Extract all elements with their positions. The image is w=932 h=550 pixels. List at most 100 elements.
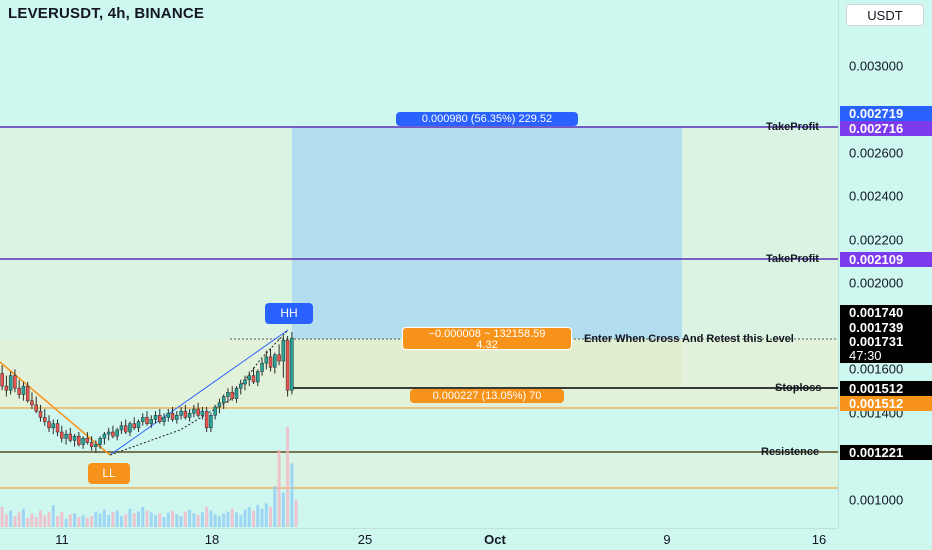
stop-pill[interactable]: 0.000227 (13.05%) 70 bbox=[410, 389, 564, 403]
volume-bar bbox=[226, 511, 230, 527]
candle bbox=[162, 413, 166, 426]
volume-bar bbox=[234, 512, 238, 527]
dotted-path bbox=[109, 329, 289, 456]
candle-body bbox=[17, 387, 21, 395]
candle bbox=[136, 419, 141, 432]
time-axis[interactable] bbox=[0, 528, 838, 550]
volume-bars bbox=[0, 427, 298, 527]
candle-body bbox=[221, 396, 226, 404]
candle-body bbox=[226, 392, 230, 397]
price-tick: 0.002000 bbox=[849, 275, 904, 291]
volume-bar bbox=[98, 513, 102, 527]
candle bbox=[264, 350, 269, 370]
price-tick: 0.003000 bbox=[849, 58, 904, 74]
candle-body bbox=[234, 387, 239, 399]
candle-body bbox=[149, 419, 154, 424]
candle bbox=[256, 369, 260, 387]
candle bbox=[25, 381, 30, 403]
candle-body bbox=[102, 433, 107, 439]
candle bbox=[247, 371, 252, 387]
candle-body bbox=[285, 339, 290, 391]
candle-body bbox=[247, 375, 252, 381]
candle-body bbox=[60, 431, 64, 439]
volume-bar bbox=[136, 511, 140, 527]
candle bbox=[149, 415, 154, 428]
candle bbox=[158, 409, 162, 424]
candle-body bbox=[25, 385, 30, 401]
candle-body bbox=[123, 425, 128, 433]
candle bbox=[183, 404, 188, 420]
candle-body bbox=[34, 404, 38, 412]
candle-body bbox=[30, 400, 34, 406]
takeprofit-mid-badge: 0.002109 bbox=[840, 252, 932, 267]
candle bbox=[42, 409, 47, 426]
candle-body bbox=[0, 373, 4, 387]
time-tick: 11 bbox=[55, 532, 69, 547]
hh-label[interactable]: HH bbox=[265, 303, 313, 324]
candle bbox=[166, 409, 171, 422]
candle bbox=[290, 331, 294, 395]
candle-body bbox=[145, 417, 149, 424]
volume-bar bbox=[81, 515, 85, 527]
candle bbox=[213, 404, 217, 420]
candle-body bbox=[153, 415, 158, 420]
volume-bar bbox=[183, 511, 187, 527]
takeprofit-top-badge: 0.002716 bbox=[840, 121, 932, 136]
volume-bar bbox=[115, 510, 119, 527]
volume-bar bbox=[77, 517, 81, 527]
candle bbox=[175, 411, 179, 424]
target-price-badge: 0.002719 bbox=[840, 106, 932, 121]
price-axis[interactable] bbox=[838, 0, 932, 528]
candle bbox=[187, 409, 192, 422]
candle bbox=[243, 375, 247, 391]
volume-bar bbox=[145, 510, 149, 527]
time-tick: 18 bbox=[204, 532, 220, 547]
volume-bar bbox=[264, 503, 268, 527]
candle-body bbox=[85, 438, 90, 443]
time-tick: 9 bbox=[663, 532, 671, 547]
candle bbox=[119, 421, 124, 435]
chart-title: LEVERUSDT, 4h, BINANCE bbox=[8, 5, 205, 22]
volume-bar bbox=[230, 508, 234, 527]
candle-body bbox=[94, 444, 98, 447]
candle bbox=[128, 421, 132, 437]
candle bbox=[153, 411, 158, 424]
volume-bar bbox=[175, 514, 179, 527]
candle-body bbox=[260, 362, 264, 372]
uptrend-line[interactable] bbox=[109, 329, 289, 456]
candle-body bbox=[42, 417, 47, 422]
entry-pill-line2: 4.32 bbox=[476, 339, 498, 351]
volume-bar bbox=[64, 518, 68, 527]
candle-body bbox=[132, 423, 136, 429]
candle bbox=[132, 417, 136, 430]
candle-body bbox=[251, 375, 256, 383]
candle bbox=[238, 379, 243, 395]
currency-button[interactable]: USDT bbox=[846, 4, 924, 26]
candle-body bbox=[268, 356, 273, 368]
candle bbox=[251, 367, 256, 384]
candle-body bbox=[290, 337, 294, 391]
volume-bar bbox=[269, 507, 273, 527]
stoploss-label: Stoploss bbox=[775, 382, 822, 394]
candle-body bbox=[128, 423, 132, 433]
entry-pill[interactable]: −0.000008 ~ 132158.59 4.32 bbox=[402, 327, 572, 351]
time-tick: 16 bbox=[811, 532, 827, 547]
volume-bar bbox=[119, 516, 123, 527]
candle bbox=[34, 396, 38, 414]
volume-bar bbox=[209, 510, 213, 527]
candle bbox=[277, 344, 281, 366]
target-pill[interactable]: 0.000980 (56.35%) 229.52 bbox=[396, 112, 578, 126]
volume-bar bbox=[21, 508, 25, 527]
candle-body bbox=[68, 433, 73, 441]
candle-body bbox=[243, 379, 247, 385]
volume-bar bbox=[141, 507, 145, 527]
candles bbox=[0, 331, 294, 453]
price-tick: 0.002400 bbox=[849, 188, 904, 204]
takeprofit-mid-label: TakeProfit bbox=[766, 253, 819, 265]
volume-bar bbox=[200, 512, 204, 527]
ll-label[interactable]: LL bbox=[88, 463, 130, 484]
candle-body bbox=[209, 415, 213, 429]
resistance-label: Resistence bbox=[761, 446, 820, 458]
